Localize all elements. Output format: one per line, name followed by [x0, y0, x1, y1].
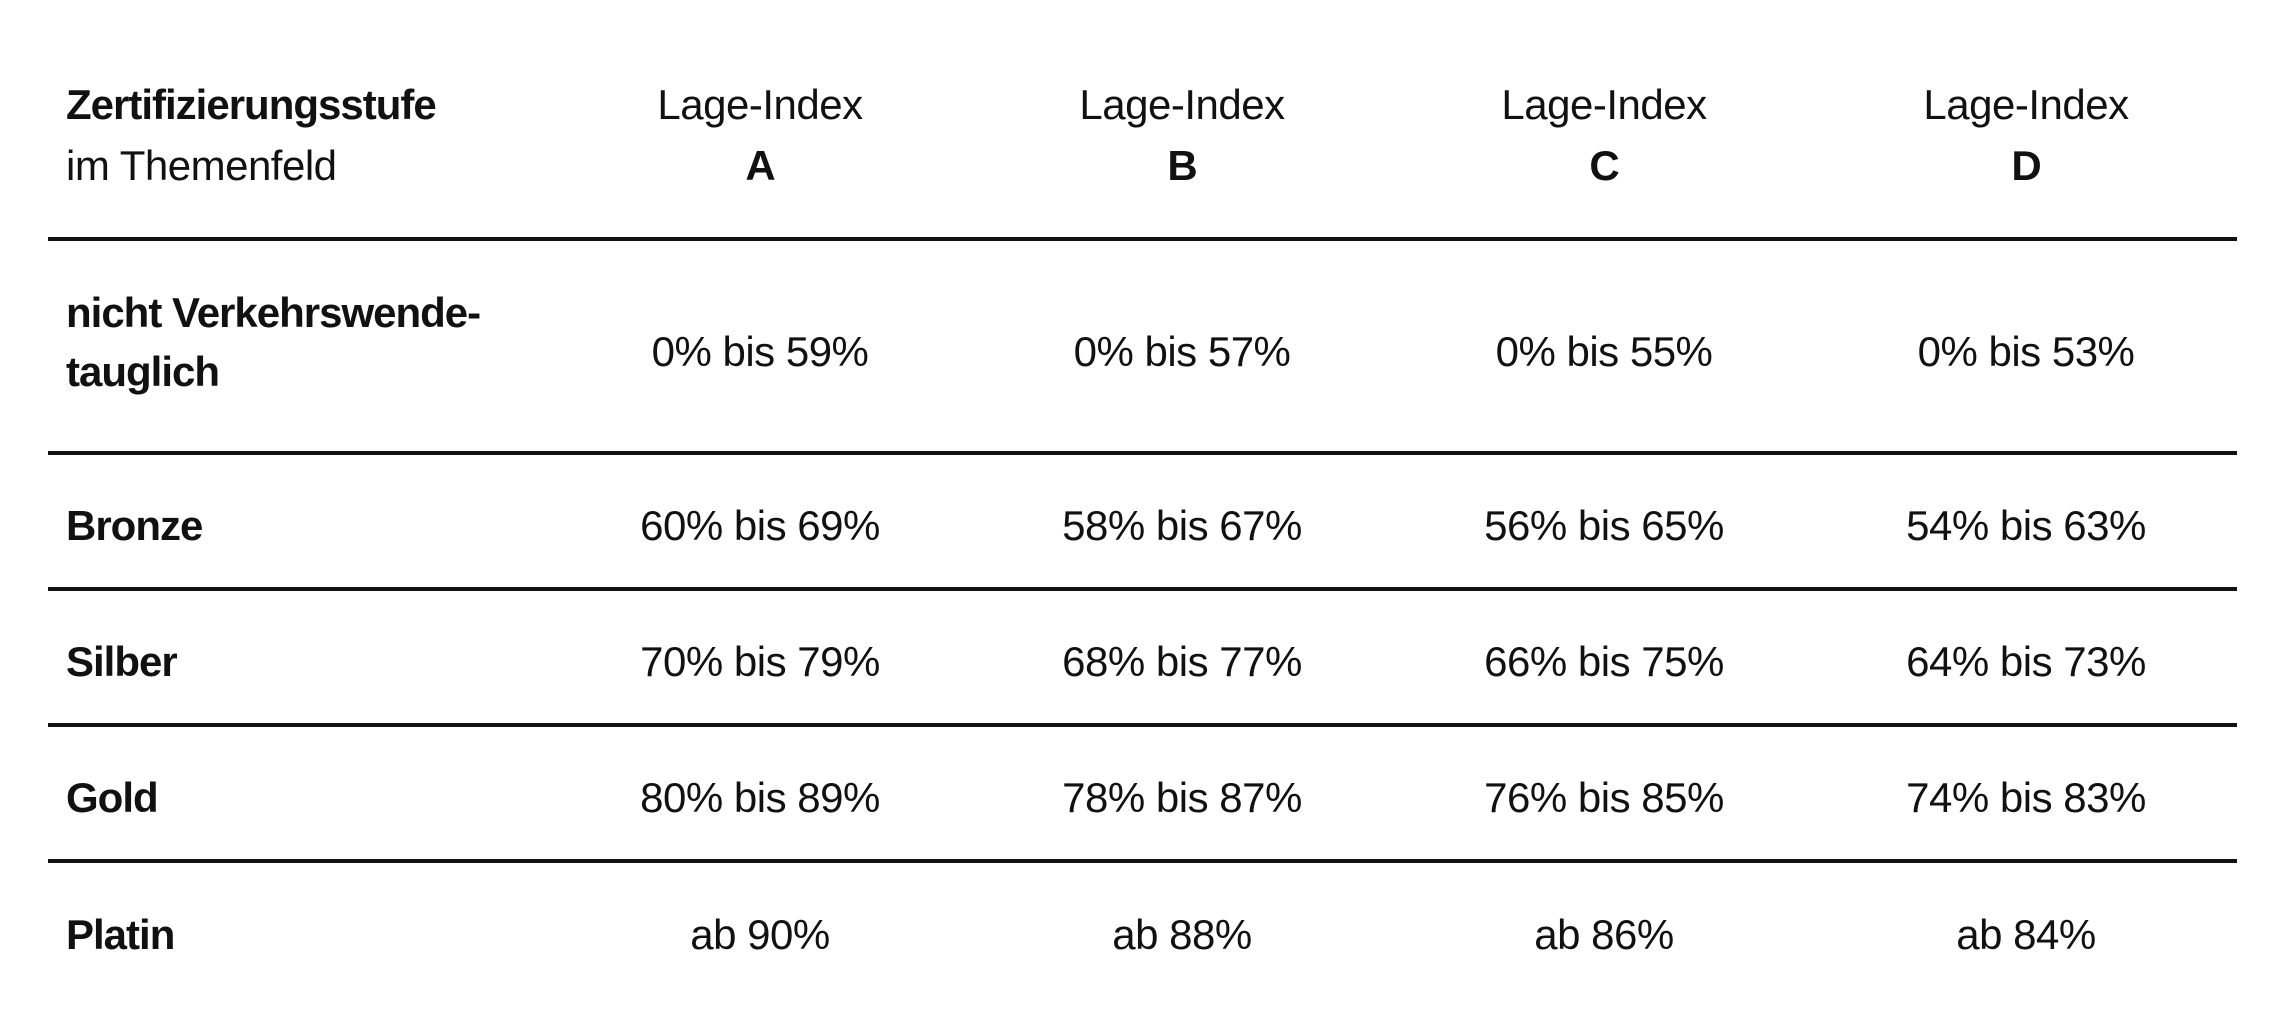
row-divider: [48, 859, 2237, 863]
row-label: tauglich: [66, 347, 220, 395]
row-label: nicht Verkehrswende-: [66, 288, 481, 336]
cell: 0% bis 59%: [651, 328, 869, 375]
cell: ab 90%: [690, 911, 830, 958]
header-title: Zertifizierungsstufe: [66, 81, 437, 128]
cell: 70% bis 79%: [640, 638, 880, 685]
column-letter: D: [2011, 142, 2041, 189]
cell: ab 86%: [1534, 911, 1674, 958]
column-letter: C: [1589, 142, 1619, 189]
cell: 80% bis 89%: [640, 774, 880, 821]
column-letter: A: [745, 142, 775, 189]
row-divider: [48, 587, 2237, 591]
cell: 60% bis 69%: [640, 502, 880, 549]
cell: 76% bis 85%: [1484, 774, 1724, 821]
row-label: Platin: [66, 911, 175, 958]
row-divider: [48, 451, 2237, 455]
cell: 58% bis 67%: [1062, 502, 1302, 549]
row-divider: [48, 723, 2237, 727]
row-label: Bronze: [66, 502, 203, 549]
row-divider: [48, 237, 2237, 241]
cell: ab 84%: [1956, 911, 2096, 958]
column-label: Lage-Index: [1923, 81, 2129, 128]
row-label: Silber: [66, 638, 178, 685]
cell: 56% bis 65%: [1484, 502, 1724, 549]
header-subtitle: im Themenfeld: [66, 142, 337, 189]
cell: 66% bis 75%: [1484, 638, 1724, 685]
cell: 0% bis 55%: [1495, 328, 1713, 375]
row-label: Gold: [66, 774, 159, 821]
column-label: Lage-Index: [657, 81, 863, 128]
cell: 68% bis 77%: [1062, 638, 1302, 685]
cell: ab 88%: [1112, 911, 1252, 958]
cell: 54% bis 63%: [1906, 502, 2146, 549]
cell: 0% bis 57%: [1073, 328, 1291, 375]
column-letter: B: [1167, 142, 1197, 189]
column-label: Lage-Index: [1079, 81, 1285, 128]
column-label: Lage-Index: [1501, 81, 1707, 128]
cell: 78% bis 87%: [1062, 774, 1302, 821]
cell: 64% bis 73%: [1906, 638, 2146, 685]
cell: 74% bis 83%: [1906, 774, 2146, 821]
cell: 0% bis 53%: [1917, 328, 2135, 375]
